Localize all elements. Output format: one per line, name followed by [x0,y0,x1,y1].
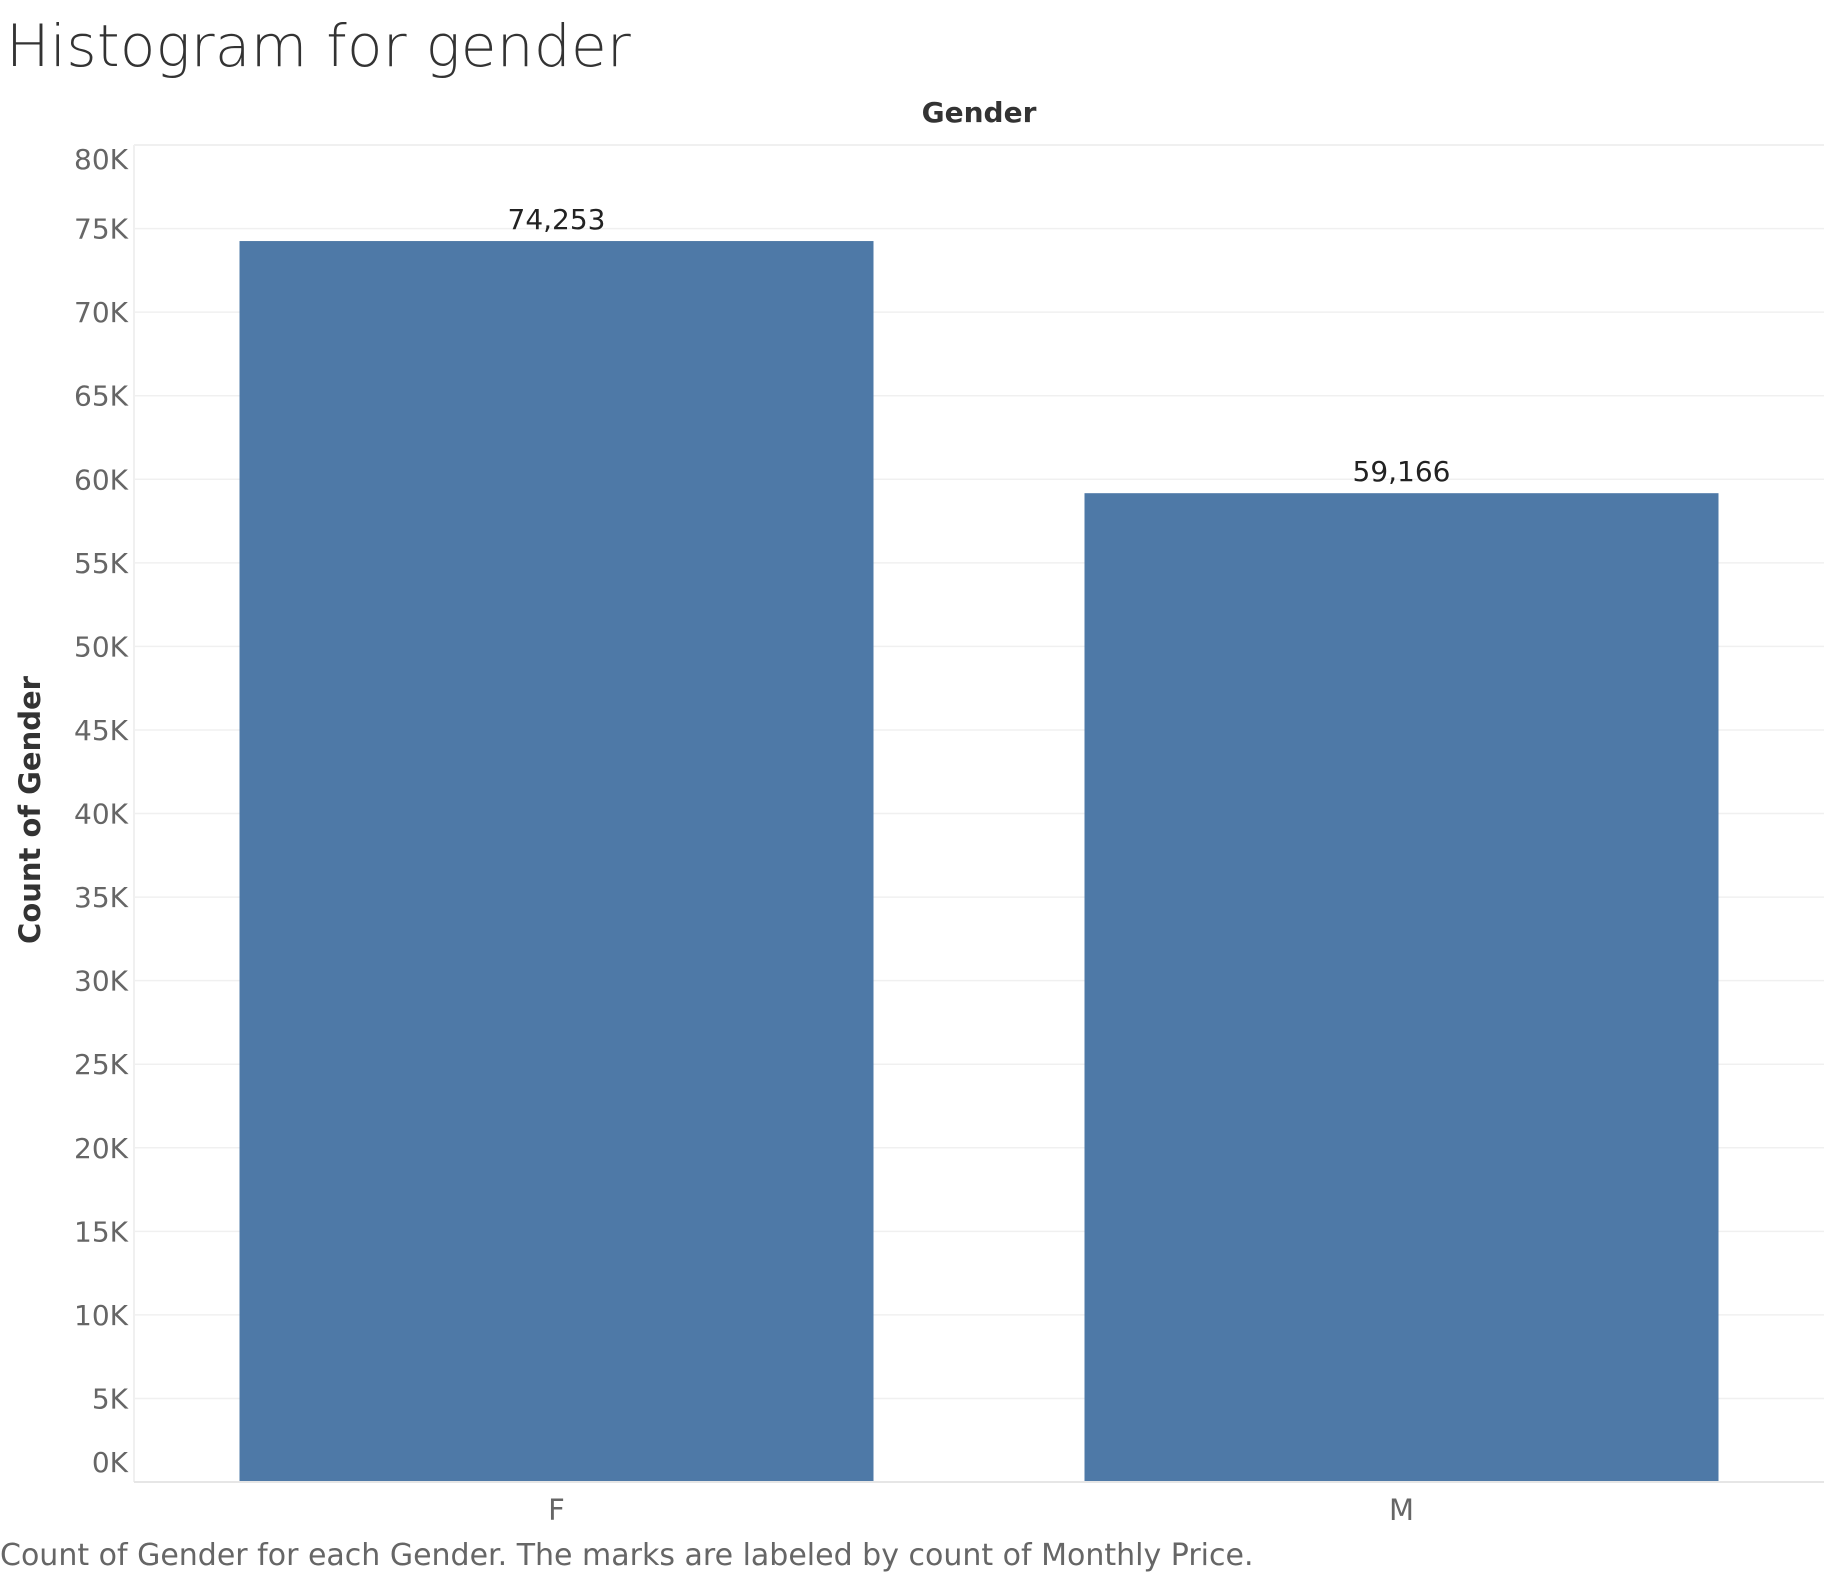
y-tick-label: 70K [74,296,129,329]
y-tick-label: 45K [74,714,129,747]
y-tick-label: 75K [74,213,129,246]
y-tick-label: 10K [74,1299,129,1332]
y-tick-label: 35K [74,881,129,914]
y-tick-label: 15K [74,1215,129,1248]
y-tick-label: 60K [74,463,129,496]
data-label: 59,166 [1353,455,1451,488]
y-tick-label: 25K [74,1048,129,1081]
chart-caption: Count of Gender for each Gender. The mar… [0,1538,1254,1573]
bars [239,241,1719,1482]
page-title: Histogram for gender [6,12,632,80]
bar-M [1084,493,1719,1482]
column-header: Gender [922,96,1037,129]
y-tick-label: 55K [74,547,129,580]
y-tick-label: 0K [92,1446,129,1479]
y-tick-label: 40K [74,798,129,831]
x-tick-label: F [548,1493,565,1527]
y-axis-title: Count of Gender [13,675,47,944]
y-tick-label: 80K [74,143,129,176]
data-labels: 74,253 59,166 [508,203,1451,488]
y-tick-label: 30K [74,965,129,998]
x-tick-label: M [1389,1493,1414,1527]
y-tick-label: 20K [74,1132,129,1165]
bar-F [239,241,874,1482]
axes: Gender 0K 5K 10K 15K 20K 25K 30K 35K 40K 45K 50K 55K… [13,96,1824,1527]
y-tick-label: 5K [92,1382,129,1415]
data-label: 74,253 [508,203,606,236]
y-tick-label: 50K [74,630,129,663]
y-tick-label: 65K [74,380,129,413]
